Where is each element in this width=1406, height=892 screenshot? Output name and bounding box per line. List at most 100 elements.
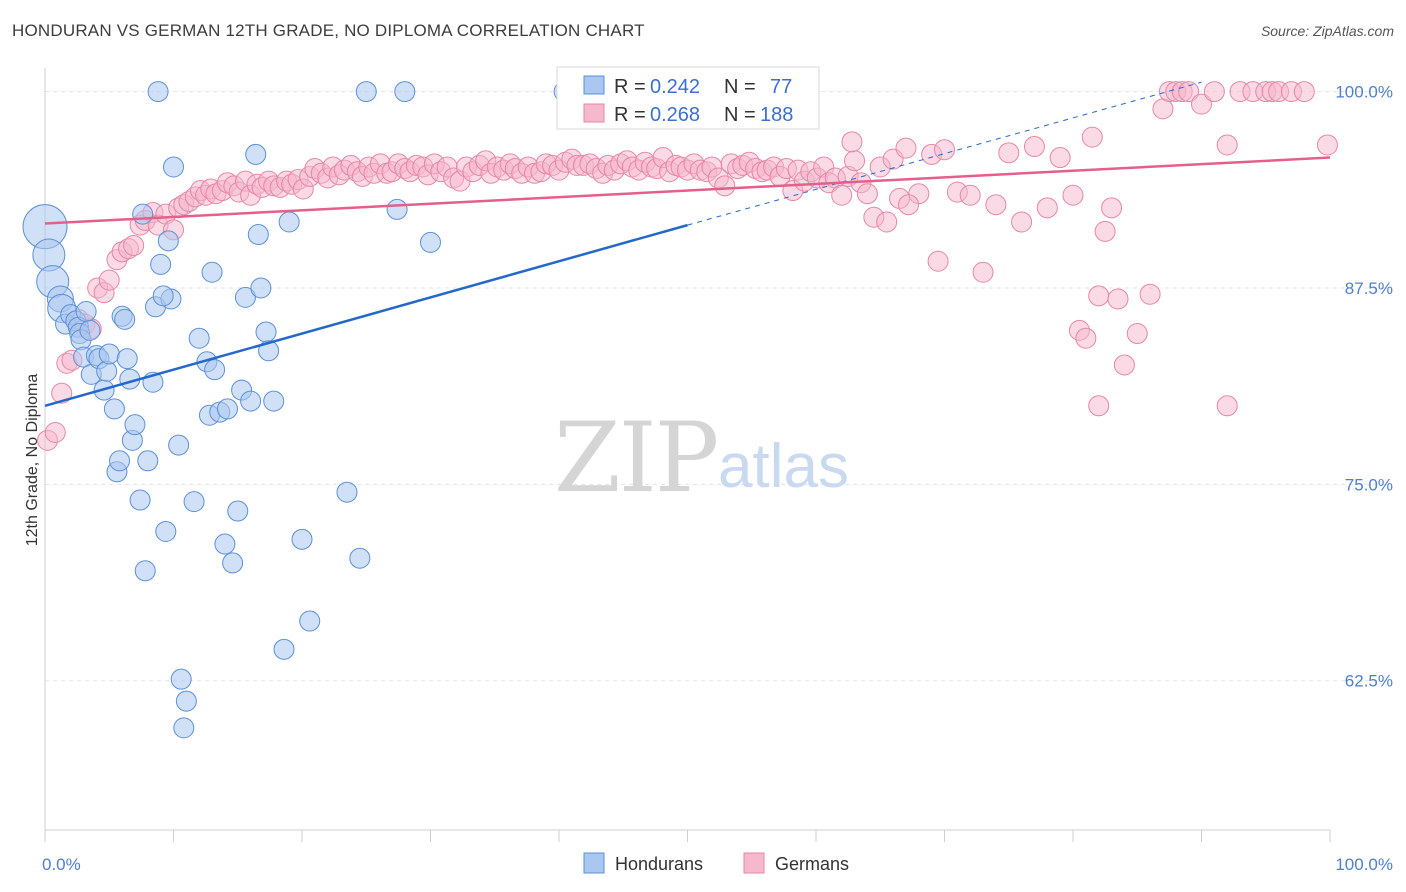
bottom-legend-label-hondurans: Hondurans	[615, 854, 703, 874]
hondurans-point	[157, 230, 179, 252]
y-tick-label: 87.5%	[1345, 279, 1393, 298]
hondurans-point	[155, 520, 177, 542]
germans-point	[1203, 81, 1225, 103]
legend-swatch-hondurans	[583, 75, 605, 95]
hondurans-point	[263, 390, 285, 412]
germans-point	[844, 150, 866, 172]
germans-point	[1139, 283, 1161, 305]
germans-point	[98, 269, 120, 291]
hondurans-point	[336, 481, 358, 503]
chart-source: Source: ZipAtlas.com	[1260, 23, 1394, 39]
hondurans-point	[394, 81, 416, 103]
legend-r-label-hondurans: R =	[614, 76, 646, 98]
hondurans-point	[103, 398, 125, 420]
legend-r-label-germans: R =	[614, 104, 646, 126]
hondurans-point	[173, 717, 195, 739]
hondurans-point	[79, 319, 101, 341]
hondurans-point	[75, 301, 97, 323]
germans-point	[895, 137, 917, 159]
hondurans-trend-line	[44, 223, 688, 407]
hondurans-series	[22, 81, 580, 739]
y-tick-label: 75.0%	[1345, 475, 1393, 494]
germans-point	[1101, 197, 1123, 219]
germans-point	[123, 235, 145, 257]
germans-point	[927, 250, 949, 272]
hondurans-point	[132, 203, 154, 225]
legend-swatch-germans	[583, 103, 605, 123]
germans-point	[1088, 395, 1110, 417]
hondurans-point	[188, 327, 210, 349]
germans-point	[51, 382, 73, 404]
germans-point	[1075, 327, 1097, 349]
hondurans-point	[152, 285, 174, 307]
legend-r-value-germans: 0.268	[650, 104, 700, 126]
bottom-legend-swatch-hondurans	[583, 852, 605, 874]
hondurans-point	[386, 198, 408, 220]
y-tick-labels: 62.5% 75.0% 87.5% 100.0%	[1335, 83, 1393, 691]
hondurans-point	[355, 81, 377, 103]
germans-point	[856, 183, 878, 205]
germans-point	[1088, 285, 1110, 307]
hondurans-point	[214, 533, 236, 555]
hondurans-point	[175, 690, 197, 712]
legend-r-value-hondurans: 0.242	[650, 76, 700, 98]
germans-point	[1191, 93, 1212, 115]
hondurans-point	[114, 308, 136, 330]
germans-point	[1036, 197, 1058, 219]
hondurans-point	[170, 668, 192, 690]
legend-box: R = 0.242 N = 77 R = 0.268 N = 188	[556, 66, 820, 130]
x-tick-label: 0.0%	[42, 855, 81, 874]
hondurans-point	[201, 261, 223, 283]
germans-point	[1062, 184, 1084, 206]
hondurans-point	[291, 528, 313, 550]
x-tick-label: 100.0%	[1335, 855, 1393, 874]
germans-point	[1216, 134, 1238, 156]
germans-point	[1316, 134, 1338, 156]
hondurans-point	[250, 277, 272, 299]
legend-n-value-hondurans: 77	[770, 76, 792, 98]
hondurans-point	[420, 231, 441, 253]
germans-point	[898, 194, 920, 216]
germans-point	[841, 131, 863, 153]
germans-point	[1113, 354, 1135, 376]
germans-series	[37, 81, 1338, 451]
germans-point	[959, 184, 981, 206]
hondurans-point	[258, 340, 280, 362]
hondurans-point	[245, 143, 267, 165]
hondurans-point	[163, 156, 184, 178]
germans-point	[1094, 220, 1116, 242]
hondurans-point	[216, 398, 238, 420]
germans-point	[934, 139, 955, 161]
hondurans-trend-extension	[687, 81, 1202, 226]
germans-point	[1293, 81, 1315, 103]
bottom-legend-swatch-germans	[743, 852, 765, 874]
germans-point	[1011, 211, 1033, 233]
hondurans-point	[234, 286, 256, 308]
hondurans-point	[124, 414, 146, 436]
hondurans-point	[129, 489, 151, 511]
hondurans-point	[96, 360, 118, 382]
germans-point	[1081, 126, 1103, 148]
germans-point	[714, 175, 736, 197]
hondurans-point	[247, 224, 269, 246]
hondurans-point	[183, 491, 205, 513]
y-axis-label: 12th Grade, No Diploma	[24, 374, 41, 547]
hondurans-point	[299, 610, 321, 632]
trend-lines	[44, 81, 1331, 407]
hondurans-point	[134, 560, 156, 582]
y-tick-label: 100.0%	[1335, 83, 1393, 102]
germans-point	[985, 194, 1007, 216]
hondurans-point	[278, 211, 300, 233]
hondurans-point	[109, 450, 131, 472]
hondurans-point	[227, 500, 249, 522]
hondurans-point	[349, 547, 371, 569]
germans-point	[44, 422, 66, 444]
bottom-legend-label-germans: Germans	[775, 854, 849, 874]
watermark-zip: ZIP	[554, 402, 717, 514]
hondurans-point	[273, 638, 295, 660]
germans-trend-line	[44, 156, 1331, 225]
hondurans-point	[240, 390, 262, 412]
legend-n-value-germans: 188	[760, 104, 793, 126]
bottom-legend: Hondurans Germans	[583, 852, 849, 874]
